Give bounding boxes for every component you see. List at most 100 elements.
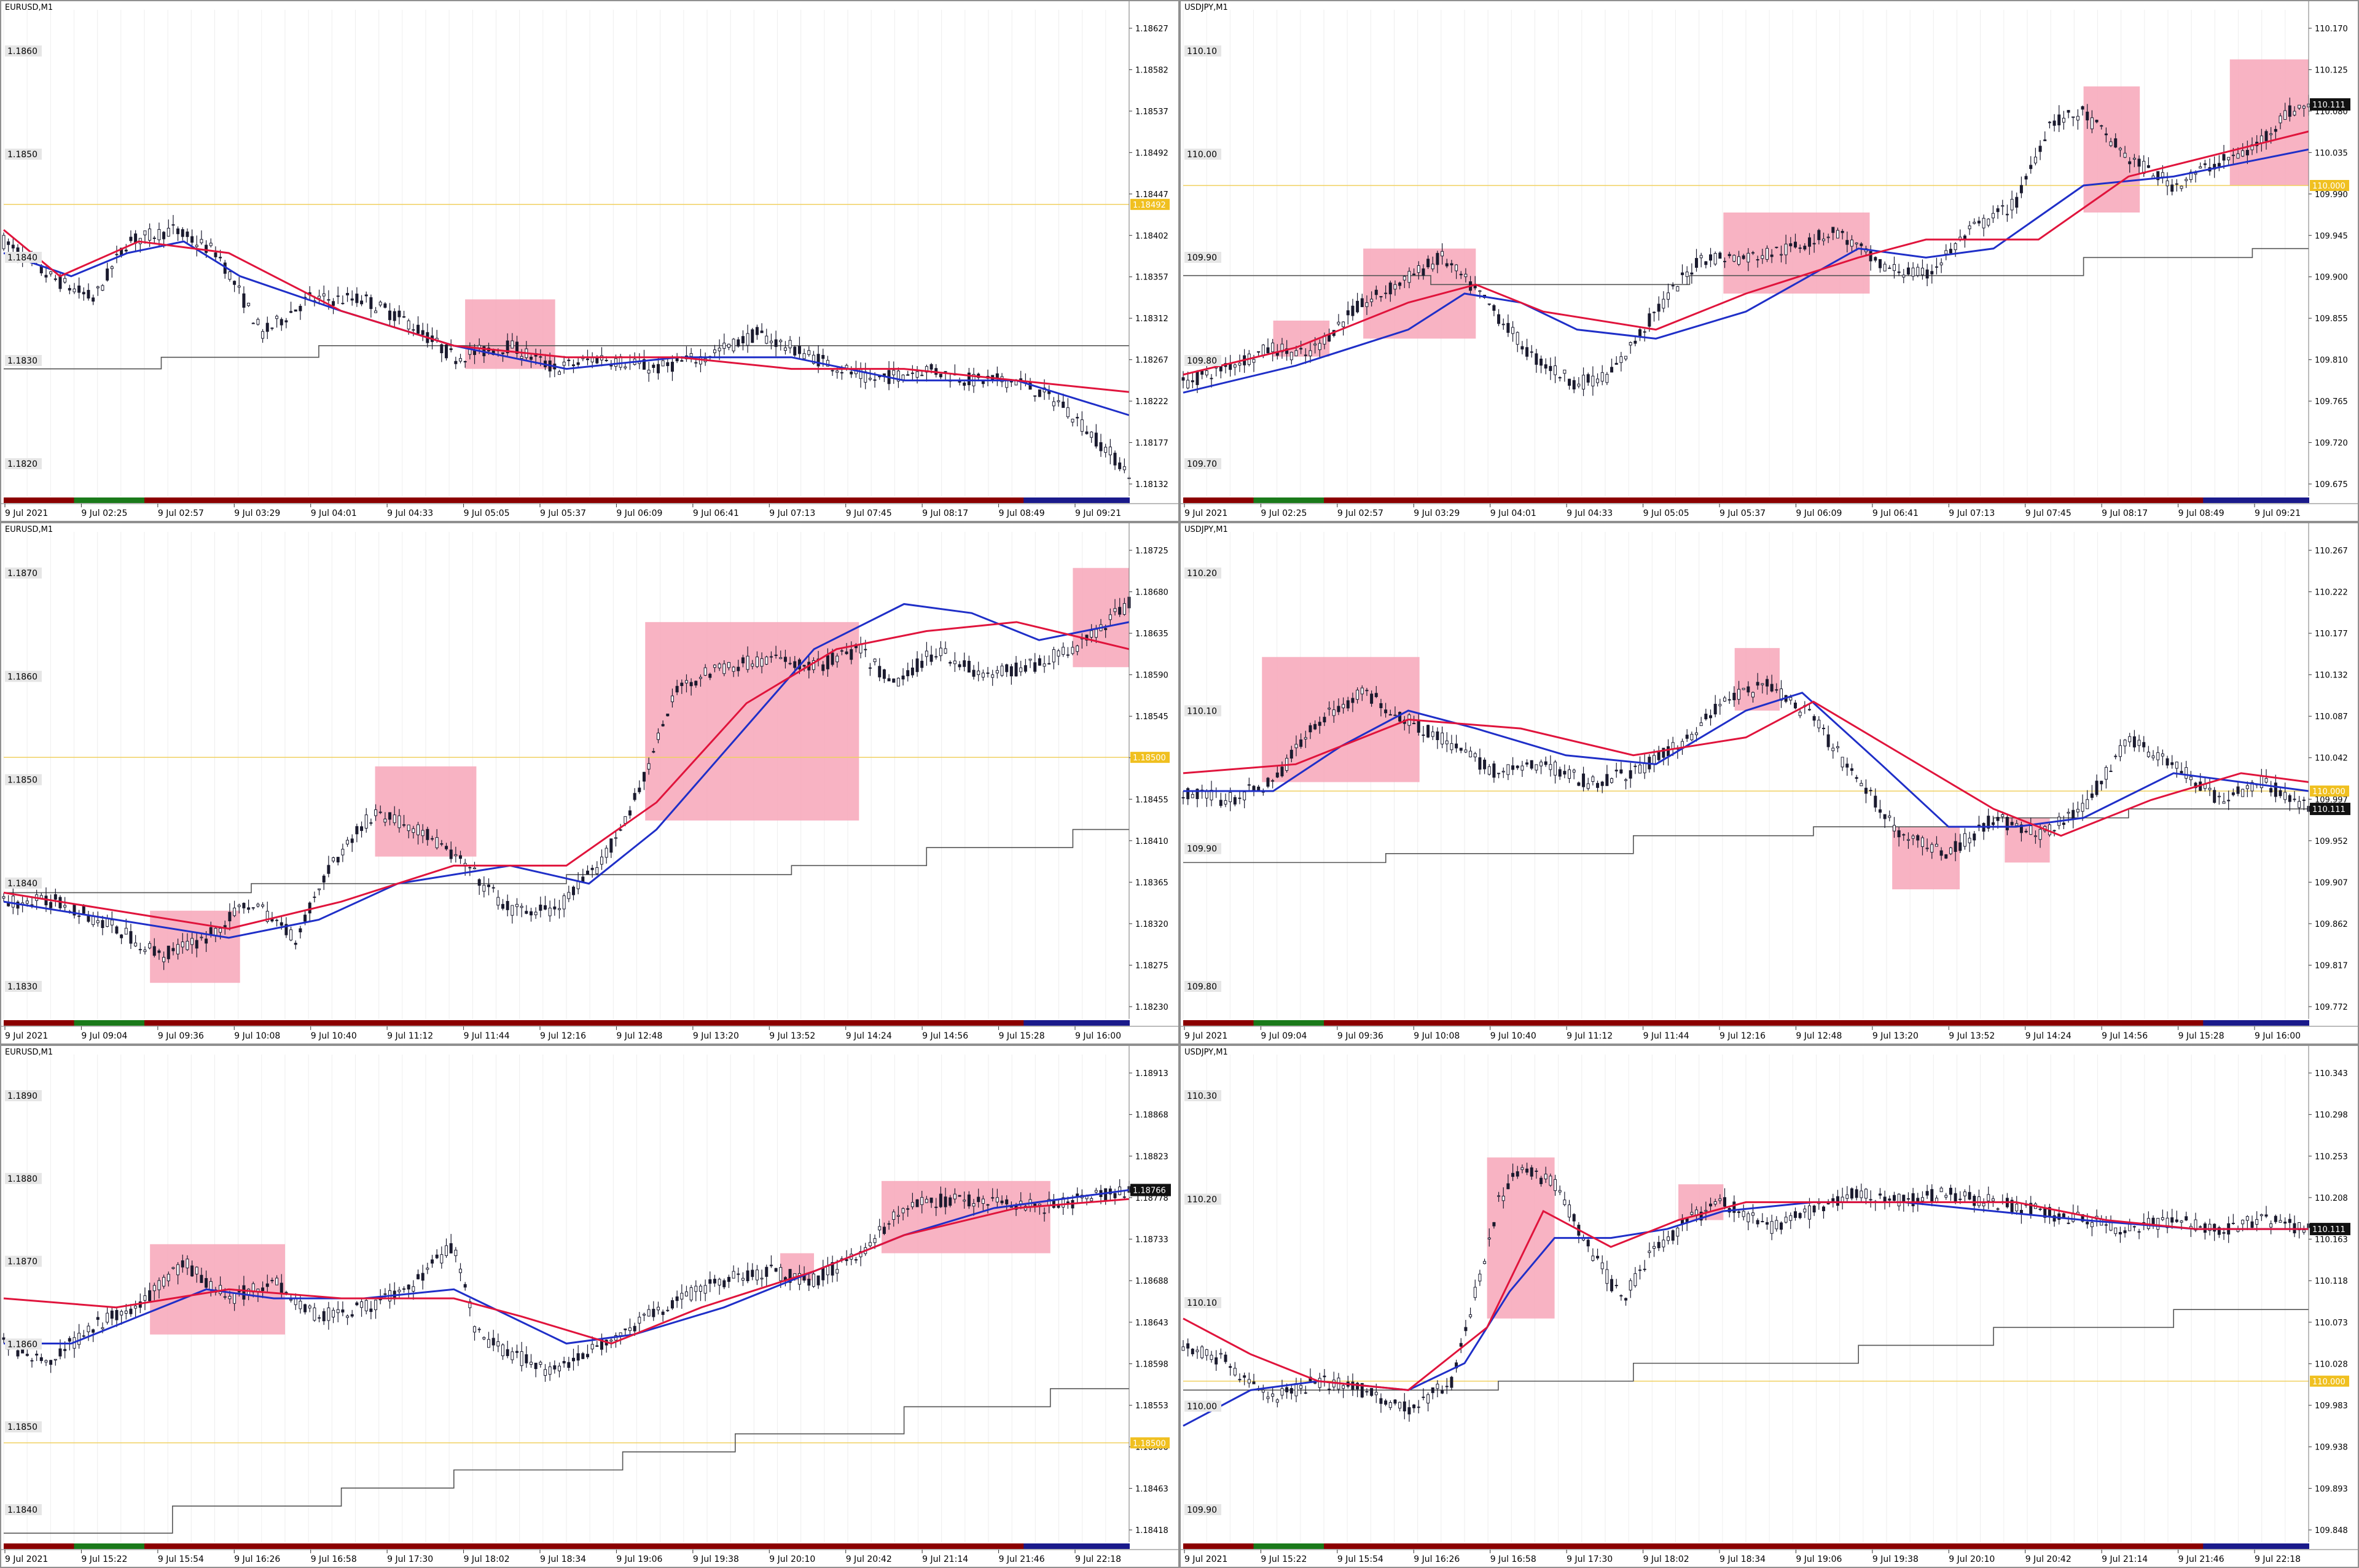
session-segment (1570, 1020, 1606, 1026)
candle-body (1052, 649, 1055, 663)
bid-price-tag (1130, 752, 1170, 763)
session-bar (4, 1543, 1130, 1549)
session-segment (2238, 1020, 2274, 1026)
candle-body (2170, 1217, 2174, 1223)
session-segment (2238, 1543, 2274, 1549)
candle-body (49, 902, 53, 908)
candle-body (1864, 1188, 1868, 1199)
session-segment (1023, 497, 1060, 503)
candle-body (2165, 758, 2169, 766)
chart-canvas[interactable]: 110.343110.298110.253110.208110.163110.1… (1181, 1046, 2359, 1568)
chart-canvas[interactable]: 110.267110.222110.177110.132110.087110.0… (1181, 523, 2359, 1045)
candle-body (614, 358, 617, 367)
candle-body (562, 361, 566, 366)
candle-body (1709, 715, 1713, 719)
candle-body (77, 1333, 81, 1345)
candle-body (1261, 1389, 1265, 1393)
session-segment (2132, 497, 2169, 503)
candle-body (1619, 356, 1623, 363)
candle-body (684, 680, 688, 684)
candle-body (1845, 763, 1849, 768)
candle-body (642, 771, 646, 782)
chart-canvas[interactable]: 1.187251.186801.186351.185901.185451.185… (1, 523, 1180, 1045)
candle-body (355, 826, 359, 835)
candle-body (2043, 139, 2047, 141)
chart-panel-usdjpy-2[interactable]: 110.267 110.222 110.177 110.132 110.087 110.0… (1180, 522, 2359, 1045)
candle-body (1038, 389, 1041, 397)
chart-title: USDJPY,M1 (1184, 1048, 1228, 1057)
candle-body (1057, 400, 1060, 402)
candle-body (2076, 115, 2079, 121)
session-segment (707, 1543, 743, 1549)
candle-body (247, 303, 251, 306)
chart-canvas[interactable]: 1.189131.188681.188231.187781.187331.186… (1, 1046, 1180, 1568)
candle-body (364, 814, 368, 829)
candle-body (2100, 125, 2103, 127)
session-segment (1746, 497, 1782, 503)
candle-body (991, 674, 995, 678)
candle-body (1516, 765, 1519, 768)
time-tick-label: 9 Jul 2021 (5, 509, 48, 518)
candle-body (1949, 847, 1952, 854)
candle-body (2137, 739, 2141, 746)
candle-body (835, 655, 839, 663)
candle-body (2010, 822, 2014, 825)
chart-panel-usdjpy-1[interactable]: 110.170 110.125 110.080 110.035 109.990 109.9… (1180, 0, 2359, 522)
candle-body (1638, 1270, 1642, 1271)
candle-body (1657, 751, 1661, 760)
chart-panel-eurusd-1[interactable]: 1.18627 1.18582 1.18537 1.18492 1.18447 1.184… (0, 0, 1180, 522)
price-level-box (1184, 45, 1221, 57)
price-tick-label: 1.18635 (1135, 630, 1168, 639)
candle-body (1431, 1387, 1434, 1394)
session-segment (531, 1543, 567, 1549)
chart-canvas[interactable]: 110.170110.125110.080110.035109.990109.9… (1181, 1, 2359, 522)
candle-body (1869, 251, 1872, 262)
candle-body (209, 243, 213, 246)
candle-body (2128, 161, 2132, 165)
price-tick-label: 110.170 (2315, 25, 2348, 34)
candle-body (68, 1338, 71, 1342)
candle-body (1572, 1214, 1576, 1222)
candle-body (506, 1349, 509, 1356)
candle-body (1473, 753, 1477, 757)
candle-body (2213, 790, 2216, 803)
candle-body (166, 1274, 170, 1282)
candle-body (1968, 838, 1971, 843)
candle-body (1888, 815, 1892, 818)
session-segment (1183, 1020, 1219, 1026)
time-tick-label: 9 Jul 04:33 (387, 509, 433, 518)
candle-body (374, 310, 378, 313)
session-bar (1183, 497, 2309, 503)
candle-body (816, 354, 820, 367)
chart-panel-eurusd-3[interactable]: 1.18913 1.18868 1.18823 1.18778 1.18733 1.186… (0, 1045, 1180, 1568)
candle-body (1318, 722, 1321, 726)
candle-body (318, 1317, 321, 1319)
session-segment (2168, 497, 2204, 503)
time-tick-label: 9 Jul 18:02 (464, 1554, 510, 1564)
chart-panel-usdjpy-3[interactable]: 110.343 110.298 110.253 110.208 110.163 110.1… (1180, 1045, 2359, 1568)
time-tick-label: 9 Jul 11:12 (1567, 1031, 1613, 1041)
chart-canvas[interactable]: 1.186271.185821.185371.184921.184471.184… (1, 1, 1180, 522)
price-level-box (5, 355, 42, 366)
candle-body (1600, 1262, 1604, 1270)
candle-body (449, 348, 453, 350)
candle-body (718, 1279, 721, 1285)
time-tick-label: 9 Jul 03:29 (1414, 509, 1460, 518)
candle-body (228, 1296, 232, 1300)
session-segment (883, 1543, 919, 1549)
candle-body (313, 1307, 316, 1321)
candle-body (1807, 1205, 1811, 1220)
candle-body (1944, 250, 1948, 254)
price-tick-label: 110.222 (2315, 588, 2348, 598)
candle-body (576, 362, 580, 365)
candle-body (1360, 1383, 1364, 1398)
candle-body (1939, 262, 1943, 265)
candle-body (1294, 1383, 1298, 1397)
chart-panel-eurusd-2[interactable]: 1.187251.186801.186351.185901.185451.185… (0, 522, 1180, 1045)
session-segment (4, 1543, 40, 1549)
candle-body (1195, 371, 1199, 385)
price-tick-label: 110.042 (2315, 754, 2348, 763)
candle-body (788, 1269, 792, 1283)
candle-body (1384, 1400, 1388, 1405)
candle-body (1108, 614, 1112, 620)
